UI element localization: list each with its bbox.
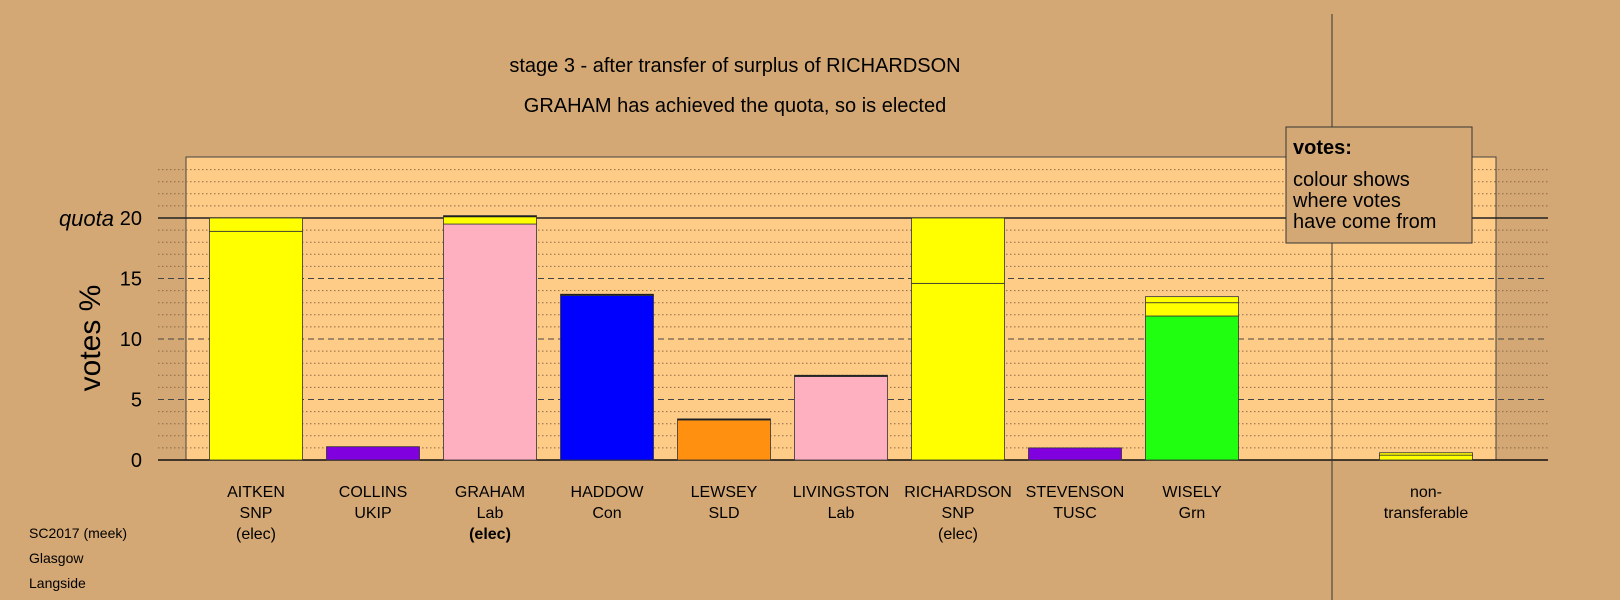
nontransferable-label: transferable xyxy=(1384,505,1469,522)
candidate-status-label: (elec) xyxy=(938,526,978,543)
candidate-bar xyxy=(1145,296,1239,461)
candidate-bar xyxy=(560,293,654,461)
bar-segment xyxy=(911,282,1005,461)
candidate-name-label: HADDOW xyxy=(571,484,645,501)
candidate-bar xyxy=(443,215,537,461)
candidate-bar xyxy=(1028,447,1122,461)
legend-title: votes: xyxy=(1293,137,1352,159)
bar-segment xyxy=(326,446,420,461)
bar-segment xyxy=(443,223,537,461)
y-tick-label: 5 xyxy=(131,390,142,412)
y-tick-label: 20 xyxy=(120,208,142,230)
candidate-party-label: Lab xyxy=(477,505,504,522)
candidate-bar xyxy=(794,374,888,461)
chart-title: stage 3 - after transfer of surplus of R… xyxy=(509,55,960,77)
candidate-party-label: Con xyxy=(592,505,621,522)
bar-segment xyxy=(1145,296,1239,304)
footer-line-election: SC2017 (meek) xyxy=(29,525,128,541)
y-tick-label: 15 xyxy=(120,269,142,291)
candidate-name-label: AITKEN xyxy=(227,484,285,501)
candidate-bar xyxy=(209,217,303,461)
candidate-bar xyxy=(326,446,420,461)
bar-segment xyxy=(1145,315,1239,461)
bar-segment xyxy=(209,217,303,232)
bar-segment xyxy=(677,419,771,461)
candidate-party-label: Grn xyxy=(1179,505,1206,522)
bar-segment xyxy=(209,230,303,461)
candidate-status-label: (elec) xyxy=(236,526,276,543)
bar-segment xyxy=(560,293,654,296)
footer-line-council: Glasgow xyxy=(29,550,84,566)
candidate-name-label: LEWSEY xyxy=(691,484,758,501)
candidate-party-label: SLD xyxy=(708,505,739,522)
bar-segment xyxy=(911,217,1005,284)
candidate-name-label: WISELY xyxy=(1162,484,1222,501)
candidate-status-label: (elec) xyxy=(469,526,511,543)
candidate-party-label: SNP xyxy=(240,505,273,522)
legend: votes: colour shows where votes have com… xyxy=(1285,126,1473,244)
bar-segment xyxy=(1145,302,1239,317)
chart-subtitle: GRAHAM has achieved the quota, so is ele… xyxy=(524,95,946,117)
bar-segment xyxy=(560,295,654,461)
candidate-bar xyxy=(677,418,771,461)
candidate-party-label: UKIP xyxy=(354,505,391,522)
candidate-name-label: RICHARDSON xyxy=(904,484,1012,501)
legend-box xyxy=(1285,126,1473,244)
candidate-party-label: SNP xyxy=(942,505,975,522)
bar-segment xyxy=(443,216,537,225)
y-axis-label: votes % xyxy=(74,285,107,392)
bar-segment xyxy=(794,376,888,461)
bar-segment xyxy=(1028,447,1122,461)
candidate-name-label: STEVENSON xyxy=(1026,484,1125,501)
nontransferable-bar xyxy=(1379,452,1473,461)
bar-segment xyxy=(794,374,888,377)
bar-segment xyxy=(443,215,537,218)
legend-line: have come from xyxy=(1293,211,1436,233)
candidate-party-label: Lab xyxy=(828,505,855,522)
bars-layer xyxy=(209,215,1473,461)
bar-segment xyxy=(1379,452,1473,456)
candidate-name-label: LIVINGSTON xyxy=(793,484,890,501)
legend-line: colour shows xyxy=(1293,169,1410,191)
y-tick-label: 0 xyxy=(131,450,142,472)
labels-layer: 0 5 10 15 20 AITKEN SNP (elec) COLLINS UKIP GRAHAM… xyxy=(120,208,1469,543)
bar-segment xyxy=(1379,454,1473,461)
y-tick-label: 10 xyxy=(120,329,142,351)
legend-line: where votes xyxy=(1292,190,1401,212)
candidate-name-label: GRAHAM xyxy=(455,484,525,501)
quota-label: quota xyxy=(59,206,114,231)
bar-segment xyxy=(677,418,771,421)
candidate-bar xyxy=(911,217,1005,461)
nontransferable-label: non- xyxy=(1410,484,1442,501)
candidate-name-label: COLLINS xyxy=(339,484,407,501)
candidate-party-label: TUSC xyxy=(1053,505,1097,522)
footer-line-ward: Langside xyxy=(29,575,86,591)
